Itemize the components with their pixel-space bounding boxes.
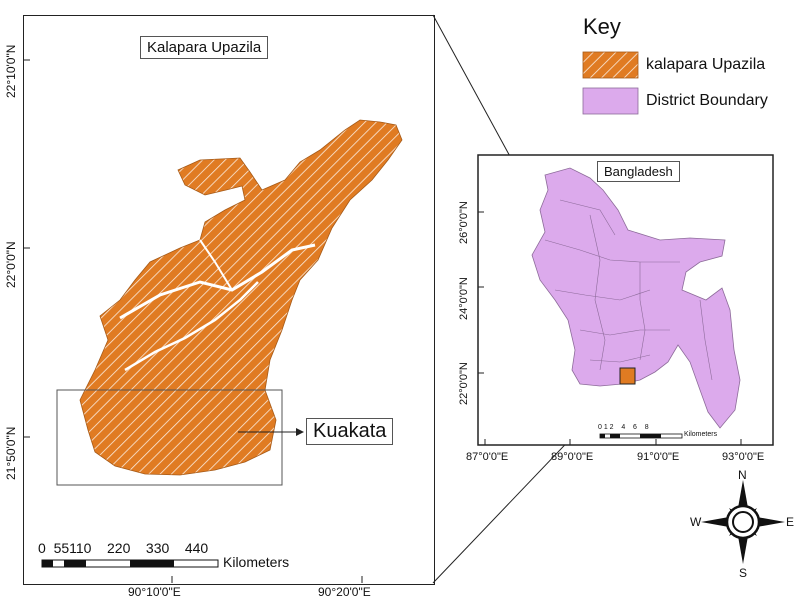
main-lon-tick-label: 90°10'0"E [128,585,181,599]
kalapara-inset-marker [619,367,636,385]
compass-s-label: S [739,566,748,580]
legend-label-district: District Boundary [646,92,768,109]
bangladesh-district-boundary [531,167,741,429]
inset-lon-tick-label: 93°0'0"E [722,451,765,463]
inset-scale-numbers: 0 1 2 4 6 8 [598,424,649,431]
main-lat-tick-label: 22°0'0"N [4,241,18,288]
legend-swatch-kalapara [582,51,639,79]
inset-lat-tick-label: 22°0'0"N [458,362,470,405]
main-lon-tick-label: 90°20'0"E [318,585,371,599]
inset-lon-tick-label: 89°0'0"E [551,451,594,463]
kuakata-arrowhead [296,428,304,436]
inset-scale-unit: Kilometers [684,431,718,438]
inset-lat-tick-label: 26°0'0"N [458,201,470,244]
inset-lon-tick-label: 87°0'0"E [466,451,509,463]
key-title: Key [583,14,621,39]
inset-scale-bar [599,433,683,439]
compass-n-label: N [738,468,747,482]
main-lat-tick-label: 21°50'0"N [4,426,18,480]
legend-swatch-district [582,87,639,115]
inset-lon-tick-label: 91°0'0"E [637,451,680,463]
kuakata-label: Kuakata [306,418,394,445]
north-arrow-icon [701,480,785,564]
compass-w-label: W [690,515,702,529]
legend-label-kalapara: kalapara Upazila [646,56,766,73]
main-lat-tick-label: 22°10'0"N [4,44,18,98]
main-scale-unit: Kilometers [223,554,290,570]
district-lines [544,199,713,381]
compass-e-label: E [786,515,795,529]
main-scale-bar [41,559,219,568]
main-map-title: Kalapara Upazila [140,36,269,59]
river-line [199,239,233,291]
kuakata-selection-box [56,389,283,486]
main-scale-numbers: 0 55110 220 330 440 [38,540,209,556]
river-line [124,281,259,372]
inset-map-title: Bangladesh [597,161,680,182]
inset-lat-tick-label: 24°0'0"N [458,277,470,320]
